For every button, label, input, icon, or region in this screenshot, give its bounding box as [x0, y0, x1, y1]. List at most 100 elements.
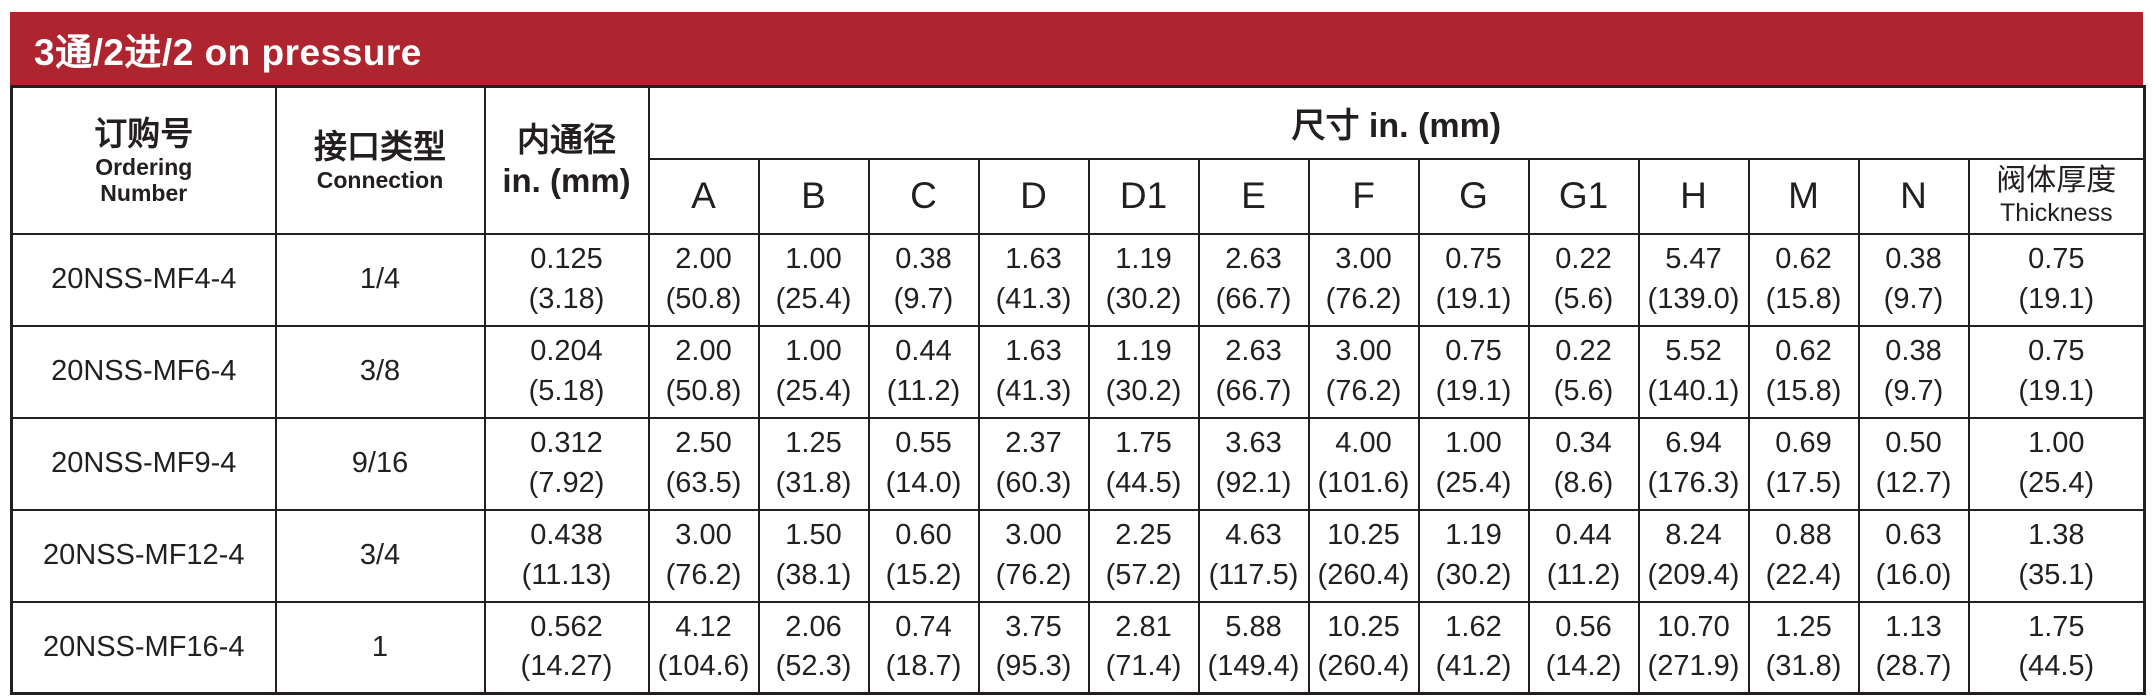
cell-line: (30.2)	[1105, 282, 1182, 315]
cell-line: 1.00	[2028, 427, 2085, 460]
cell-thickness: 1.75 (44.5)	[1967, 600, 2146, 695]
cell-line: (176.3)	[1647, 466, 1740, 499]
cell-line: (271.9)	[1647, 650, 1740, 683]
dim-letters-row: A B C D D1 E F G G1 H M N 阀体厚度 Thickness	[12, 157, 2146, 235]
cell-ordering-number: 20NSS-MF4-4	[10, 232, 277, 327]
cell-line: (149.4)	[1207, 650, 1300, 683]
cell-line: (14.27)	[520, 650, 613, 683]
table-row: 20NSS-MF9-4 9/16 0.312 (7.92) 2.50 (63.5) 1.25…	[10, 416, 2146, 511]
cell-line: (260.4)	[1317, 558, 1410, 591]
cell-dim-B: 2.06 (52.3)	[757, 600, 870, 695]
cell-line: 0.62	[1775, 243, 1832, 276]
cell-line: (139.0)	[1647, 282, 1740, 315]
thickness-header-zh: 阀体厚度	[1996, 164, 2117, 198]
ordering-number-header-zh: 订购号	[94, 115, 194, 153]
cell-line: 2.00	[675, 243, 732, 276]
thickness-header-en: Thickness	[2000, 198, 2113, 227]
cell-dim-C: 0.44 (11.2)	[867, 324, 980, 419]
cell-line: (101.6)	[1317, 466, 1410, 499]
cell-line: (76.2)	[665, 558, 742, 591]
cell-line: 5.52	[1665, 335, 1722, 368]
cell-dim-G: 1.62 (41.2)	[1417, 600, 1530, 695]
cell-connection: 1	[274, 600, 486, 695]
cell-line: 1.13	[1885, 611, 1942, 644]
cell-ordering-number: 20NSS-MF16-4	[10, 600, 277, 695]
cell-line: 1.00	[785, 335, 842, 368]
cell-line: 2.63	[1225, 243, 1282, 276]
cell-line: (30.2)	[1435, 558, 1512, 591]
cell-dim-D1: 1.19 (30.2)	[1087, 232, 1200, 327]
cell-line: 1.38	[2028, 519, 2085, 552]
cell-dim-C: 0.38 (9.7)	[867, 232, 980, 327]
cell-dim-D1: 1.75 (44.5)	[1087, 416, 1200, 511]
cell-line: (19.1)	[1435, 374, 1512, 407]
cell-line: 0.125	[530, 243, 603, 276]
cell-line: (9.7)	[1883, 282, 1944, 315]
cell-line: 1.19	[1115, 335, 1172, 368]
table-row: 20NSS-MF6-4 3/8 0.204 (5.18) 2.00 (50.8) 1.00 (…	[10, 324, 2146, 419]
dim-column-header-G1: G1	[1527, 157, 1640, 235]
cell-line: (57.2)	[1105, 558, 1182, 591]
cell-line: (260.4)	[1317, 650, 1410, 683]
cell-dim-G: 1.00 (25.4)	[1417, 416, 1530, 511]
cell-dim-A: 2.00 (50.8)	[647, 324, 760, 419]
dim-column-header-H: H	[1637, 157, 1750, 235]
dim-column-label: G	[1459, 175, 1488, 216]
cell-connection: 1/4	[274, 232, 486, 327]
cell-dim-A: 2.00 (50.8)	[647, 232, 760, 327]
cell-line: 0.88	[1775, 519, 1832, 552]
dim-column-header-D: D	[977, 157, 1090, 235]
dim-column-label: M	[1788, 175, 1819, 216]
cell-line: (5.6)	[1553, 374, 1614, 407]
cell-dim-F: 10.25 (260.4)	[1307, 600, 1420, 695]
cell-bore: 0.125 (3.18)	[483, 232, 650, 327]
cell-line: (76.2)	[1325, 374, 1402, 407]
cell-line: 0.55	[895, 427, 952, 460]
cell-line: 0.312	[530, 427, 603, 460]
table-header: 订购号 Ordering Number 接口类型 Connection 内通径 …	[10, 85, 2146, 235]
cell-dim-D: 1.63 (41.3)	[977, 324, 1090, 419]
cell-line: 10.70	[1657, 611, 1730, 644]
dim-column-header-A: A	[647, 157, 760, 235]
cell-line: 9/16	[351, 446, 409, 479]
cell-line: 4.12	[675, 611, 732, 644]
cell-line: (71.4)	[1105, 650, 1182, 683]
connection-header: 接口类型 Connection	[274, 85, 486, 235]
cell-line: (25.4)	[1435, 466, 1512, 499]
cell-line: (22.4)	[1765, 558, 1842, 591]
cell-line: (15.2)	[885, 558, 962, 591]
cell-line: 0.60	[895, 519, 952, 552]
cell-line: 10.25	[1327, 519, 1400, 552]
cell-line: (44.5)	[2018, 650, 2095, 683]
cell-line: (19.1)	[2018, 374, 2095, 407]
ordering-number-header: 订购号 Ordering Number	[10, 85, 277, 235]
cell-dim-F: 3.00 (76.2)	[1307, 232, 1420, 327]
cell-line: (31.8)	[1765, 650, 1842, 683]
cell-line: 3.00	[1335, 335, 1392, 368]
cell-line: 2.50	[675, 427, 732, 460]
cell-line: 1.75	[1115, 427, 1172, 460]
cell-dim-N: 0.63 (16.0)	[1857, 508, 1970, 603]
dim-column-header-C: C	[867, 157, 980, 235]
cell-dim-E: 2.63 (66.7)	[1197, 324, 1310, 419]
bore-header-unit: in. (mm)	[502, 162, 631, 200]
cell-line: 2.81	[1115, 611, 1172, 644]
cell-line: (76.2)	[995, 558, 1072, 591]
cell-line: 0.38	[895, 243, 952, 276]
cell-dim-G1: 0.22 (5.6)	[1527, 324, 1640, 419]
cell-line: 0.38	[1885, 335, 1942, 368]
cell-line: 0.75	[1445, 243, 1502, 276]
cell-dim-A: 4.12 (104.6)	[647, 600, 760, 695]
cell-dim-E: 2.63 (66.7)	[1197, 232, 1310, 327]
cell-line: (50.8)	[665, 282, 742, 315]
cell-line: 1	[371, 630, 389, 663]
cell-dim-G1: 0.44 (11.2)	[1527, 508, 1640, 603]
cell-dim-M: 0.62 (15.8)	[1747, 232, 1860, 327]
cell-line: 0.44	[1555, 519, 1612, 552]
cell-line: 0.204	[530, 335, 603, 368]
cell-dim-H: 5.52 (140.1)	[1637, 324, 1750, 419]
cell-line: (41.3)	[995, 374, 1072, 407]
cell-line: (16.0)	[1875, 558, 1952, 591]
cell-dim-B: 1.00 (25.4)	[757, 232, 870, 327]
